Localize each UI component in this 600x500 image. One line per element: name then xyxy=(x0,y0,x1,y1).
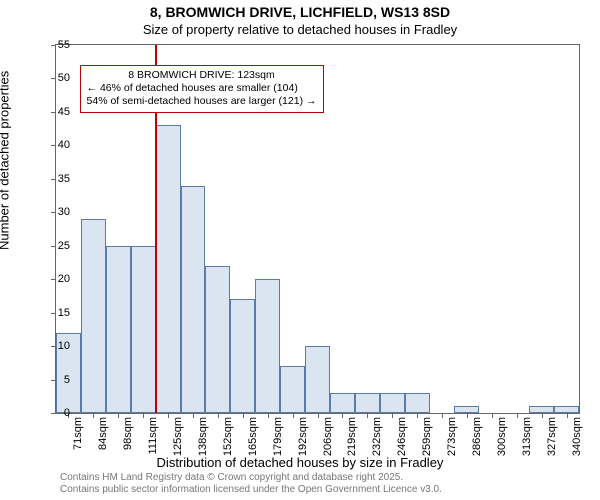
chart-title-line1: 8, BROMWICH DRIVE, LICHFIELD, WS13 8SD xyxy=(0,4,600,20)
ytick-label: 55 xyxy=(46,39,70,51)
xtick-mark xyxy=(243,413,244,418)
xtick-mark xyxy=(193,413,194,418)
xtick-label: 286sqm xyxy=(471,417,483,456)
xtick-label: 259sqm xyxy=(421,417,433,456)
xtick-label: 327sqm xyxy=(546,417,558,456)
histogram-bar xyxy=(280,366,305,413)
annotation-line: ← 46% of detached houses are smaller (10… xyxy=(87,82,317,95)
x-axis-label: Distribution of detached houses by size … xyxy=(0,455,600,470)
ytick-label: 15 xyxy=(46,307,70,319)
xtick-mark xyxy=(442,413,443,418)
histogram-bar xyxy=(81,219,106,413)
histogram-bar xyxy=(330,393,355,413)
xtick-label: 232sqm xyxy=(371,417,383,456)
footnote-line1: Contains HM Land Registry data © Crown c… xyxy=(60,472,580,484)
annotation-line: 54% of semi-detached houses are larger (… xyxy=(87,95,317,108)
plot-area: 71sqm84sqm98sqm111sqm125sqm138sqm152sqm1… xyxy=(55,44,580,414)
ytick-label: 5 xyxy=(46,374,70,386)
xtick-mark xyxy=(268,413,269,418)
histogram-bar xyxy=(454,406,479,413)
xtick-mark xyxy=(168,413,169,418)
xtick-label: 152sqm xyxy=(222,417,234,456)
xtick-mark xyxy=(118,413,119,418)
histogram-bar xyxy=(156,125,181,413)
histogram-bar xyxy=(230,299,255,413)
xtick-mark xyxy=(218,413,219,418)
xtick-label: 219sqm xyxy=(346,417,358,456)
ytick-label: 50 xyxy=(46,72,70,84)
histogram-bar xyxy=(205,266,230,413)
xtick-mark xyxy=(367,413,368,418)
xtick-mark xyxy=(567,413,568,418)
xtick-label: 138sqm xyxy=(197,417,209,456)
xtick-label: 206sqm xyxy=(322,417,334,456)
xtick-label: 179sqm xyxy=(272,417,284,456)
xtick-label: 84sqm xyxy=(97,417,109,450)
ytick-label: 40 xyxy=(46,139,70,151)
histogram-bar xyxy=(355,393,380,413)
ytick-label: 10 xyxy=(46,340,70,352)
ytick-label: 20 xyxy=(46,273,70,285)
xtick-mark xyxy=(417,413,418,418)
xtick-label: 300sqm xyxy=(496,417,508,456)
annotation-line: 8 BROMWICH DRIVE: 123sqm xyxy=(87,69,317,82)
histogram-bar xyxy=(131,246,156,413)
histogram-bar xyxy=(181,186,206,413)
xtick-label: 340sqm xyxy=(571,417,583,456)
histogram-bar xyxy=(380,393,405,413)
xtick-mark xyxy=(542,413,543,418)
xtick-label: 273sqm xyxy=(446,417,458,456)
xtick-mark xyxy=(293,413,294,418)
ytick-label: 0 xyxy=(46,407,70,419)
xtick-mark xyxy=(492,413,493,418)
xtick-label: 125sqm xyxy=(172,417,184,456)
ytick-label: 25 xyxy=(46,240,70,252)
xtick-label: 165sqm xyxy=(247,417,259,456)
xtick-mark xyxy=(318,413,319,418)
xtick-label: 313sqm xyxy=(521,417,533,456)
histogram-bar xyxy=(305,346,330,413)
xtick-mark xyxy=(342,413,343,418)
footnote-line2: Contains public sector information licen… xyxy=(60,484,580,496)
xtick-label: 111sqm xyxy=(147,417,159,455)
xtick-label: 71sqm xyxy=(72,417,84,450)
xtick-mark xyxy=(517,413,518,418)
ytick-label: 45 xyxy=(46,106,70,118)
xtick-label: 192sqm xyxy=(297,417,309,456)
y-axis-label: Number of detached properties xyxy=(0,71,12,250)
footnote: Contains HM Land Registry data © Crown c… xyxy=(60,472,580,496)
histogram-bar xyxy=(529,406,554,413)
xtick-mark xyxy=(93,413,94,418)
annotation-box: 8 BROMWICH DRIVE: 123sqm← 46% of detache… xyxy=(80,65,324,112)
ytick-label: 30 xyxy=(46,206,70,218)
histogram-bar xyxy=(255,279,280,413)
xtick-mark xyxy=(467,413,468,418)
chart-title-line2: Size of property relative to detached ho… xyxy=(0,22,600,37)
xtick-label: 98sqm xyxy=(122,417,134,450)
histogram-bar xyxy=(106,246,131,413)
ytick-label: 35 xyxy=(46,173,70,185)
histogram-bar xyxy=(405,393,430,413)
xtick-mark xyxy=(392,413,393,418)
histogram-bar xyxy=(554,406,579,413)
xtick-label: 246sqm xyxy=(396,417,408,456)
xtick-mark xyxy=(143,413,144,418)
